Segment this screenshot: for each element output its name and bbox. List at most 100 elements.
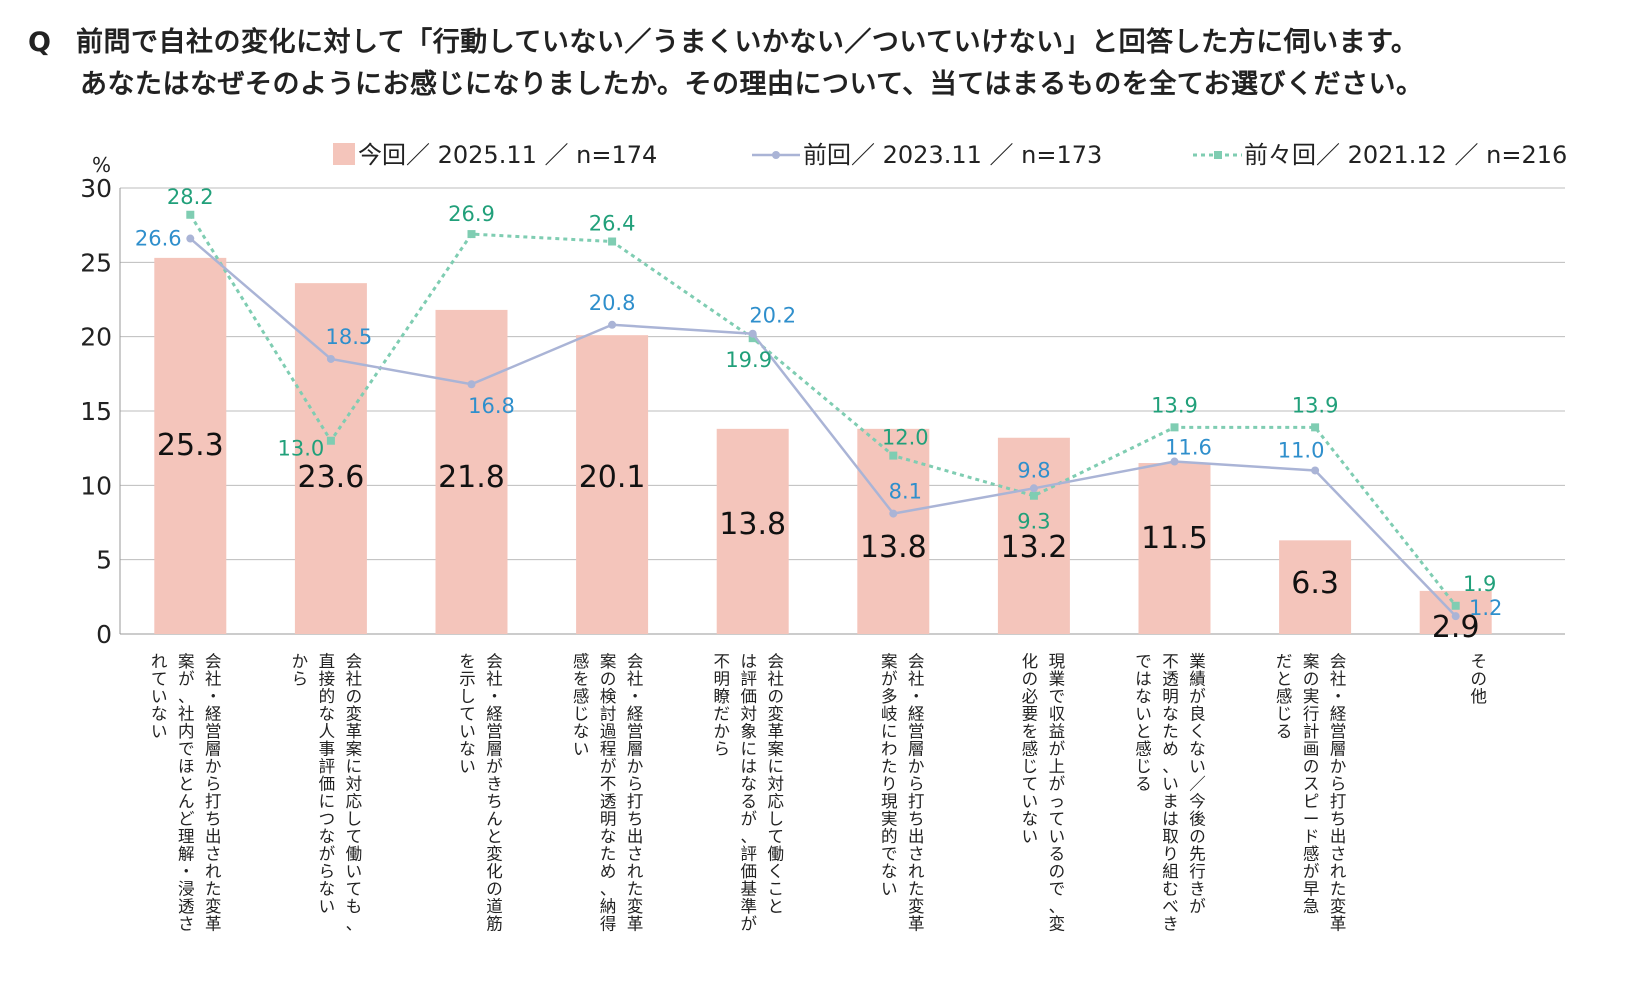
- category-label-glyph: に: [346, 757, 363, 776]
- category-label-glyph: に: [740, 740, 757, 759]
- category-label-glyph: ち: [205, 810, 222, 829]
- category-label-glyph: た: [205, 880, 222, 899]
- category-label-glyph: た: [881, 757, 898, 776]
- category-label-glyph: の: [767, 687, 784, 706]
- bar-value-label: 2.9: [1432, 610, 1480, 645]
- category-label-glyph: し: [459, 687, 476, 706]
- legend-marker-previous: [772, 151, 780, 159]
- category-label-glyph: 先: [1189, 845, 1206, 864]
- previous-2-value-label: 12.0: [882, 426, 929, 450]
- category-label-glyph: か: [292, 652, 309, 671]
- category-label-glyph: じ: [1022, 757, 1039, 776]
- category-label-glyph: た: [1162, 722, 1179, 741]
- category-label-glyph: 理: [178, 827, 195, 846]
- category-label-glyph: な: [459, 740, 476, 759]
- category-label-glyph: 変: [1049, 915, 1066, 934]
- previous-value-label: 1.2: [1469, 596, 1502, 620]
- category-label-glyph: い: [573, 740, 590, 759]
- previous-series-marker: [889, 509, 898, 518]
- category-label-glyph: て: [346, 827, 363, 846]
- legend-swatch-current: [333, 143, 355, 165]
- category-label-glyph: を: [459, 652, 476, 671]
- previous-series-marker: [467, 380, 476, 389]
- previous-value-label: 9.8: [1017, 458, 1050, 482]
- category-label-glyph: い: [1049, 827, 1066, 846]
- category-label-glyph: 過: [600, 722, 617, 741]
- category-label-glyph: で: [178, 740, 195, 759]
- category-label-glyph: は: [1135, 670, 1152, 689]
- category-label-glyph: 明: [713, 670, 730, 689]
- category-label-glyph: ら: [713, 740, 730, 759]
- category-label-glyph: が: [881, 670, 898, 689]
- category-label-glyph: と: [486, 827, 503, 846]
- category-label-glyph: れ: [1330, 862, 1347, 881]
- previous-2-series-marker: [1029, 491, 1038, 500]
- previous-2-series-line: [189, 213, 1457, 607]
- category-label-glyph: 象: [740, 722, 757, 741]
- category-label-glyph: わ: [881, 740, 898, 759]
- category-label-glyph: は: [740, 757, 757, 776]
- category-label-glyph: 革: [908, 915, 925, 934]
- category-label-glyph: い: [459, 757, 476, 776]
- previous-2-value-label: 9.3: [1017, 510, 1050, 534]
- category-label-glyph: 出: [205, 827, 222, 846]
- previous-2-value-label: 1.9: [1463, 572, 1496, 596]
- category-label-glyph: 評: [319, 757, 336, 776]
- category-label-glyph: ど: [178, 810, 195, 829]
- category-label-glyph: な: [1022, 810, 1039, 829]
- category-label-glyph: が: [740, 810, 757, 829]
- category-label-glyph: 変: [486, 845, 503, 864]
- category-label-glyph: 現: [1049, 652, 1066, 671]
- bar: [716, 428, 789, 634]
- category-label-glyph: が: [178, 670, 195, 689]
- category-label-glyph: 感: [1135, 740, 1152, 759]
- previous-2-value-label: 26.4: [589, 212, 636, 236]
- category-label-glyph: 、: [1162, 757, 1179, 776]
- category-label-glyph: 準: [740, 897, 757, 916]
- category-label-glyph: 革: [767, 722, 784, 741]
- category-label-glyph: 不: [1162, 652, 1179, 671]
- category-label-glyph: も: [346, 897, 363, 916]
- category-label-glyph: ち: [908, 810, 925, 829]
- category-label-glyph: 案: [767, 740, 784, 759]
- category-label-glyph: 的: [319, 687, 336, 706]
- category-label-glyph: な: [1162, 705, 1179, 724]
- category-label-glyph: 要: [1022, 705, 1039, 724]
- category-label-glyph: 変: [346, 705, 363, 724]
- previous-series-marker: [608, 320, 617, 329]
- category-label-glyph: 社: [1330, 670, 1347, 689]
- category-label-glyph: い: [1022, 792, 1039, 811]
- category-label-glyph: さ: [178, 915, 195, 934]
- bar: [1279, 540, 1352, 634]
- category-label-glyph: 的: [881, 827, 898, 846]
- category-label-glyph: だ: [713, 705, 730, 724]
- category-label-glyph: の: [486, 880, 503, 899]
- category-label-glyph: が: [1303, 862, 1320, 881]
- category-label-glyph: 計: [1303, 722, 1320, 741]
- category-label-glyph: 感: [1276, 687, 1293, 706]
- category-label-glyph: 営: [908, 722, 925, 741]
- category-label-glyph: 層: [908, 740, 925, 759]
- category-label-glyph: 出: [627, 827, 644, 846]
- category-label-glyph: た: [627, 880, 644, 899]
- category-label-glyph: 価: [319, 775, 336, 794]
- category-label-glyph: ち: [1330, 810, 1347, 829]
- category-label-glyph: 対: [346, 775, 363, 794]
- category-label-glyph: 岐: [881, 705, 898, 724]
- category-label-glyph: 働: [346, 845, 363, 864]
- category-label-glyph: ／: [1189, 775, 1206, 794]
- category-label-glyph: な: [740, 775, 757, 794]
- category-label-glyph: 層: [205, 740, 222, 759]
- category-label-glyph: の: [600, 670, 617, 689]
- previous-series-marker: [326, 354, 335, 363]
- previous-series-line: [189, 237, 1457, 618]
- category-label-glyph: ピ: [1303, 792, 1320, 811]
- category-label-glyph: ー: [1303, 810, 1320, 829]
- category-label-glyph: 評: [740, 845, 757, 864]
- category-label-glyph: か: [205, 757, 222, 776]
- category-label-glyph: 今: [1189, 792, 1206, 811]
- category-label-glyph: め: [600, 862, 617, 881]
- category-label-glyph: 層: [1330, 740, 1347, 759]
- previous-2-value-label: 26.9: [448, 202, 495, 226]
